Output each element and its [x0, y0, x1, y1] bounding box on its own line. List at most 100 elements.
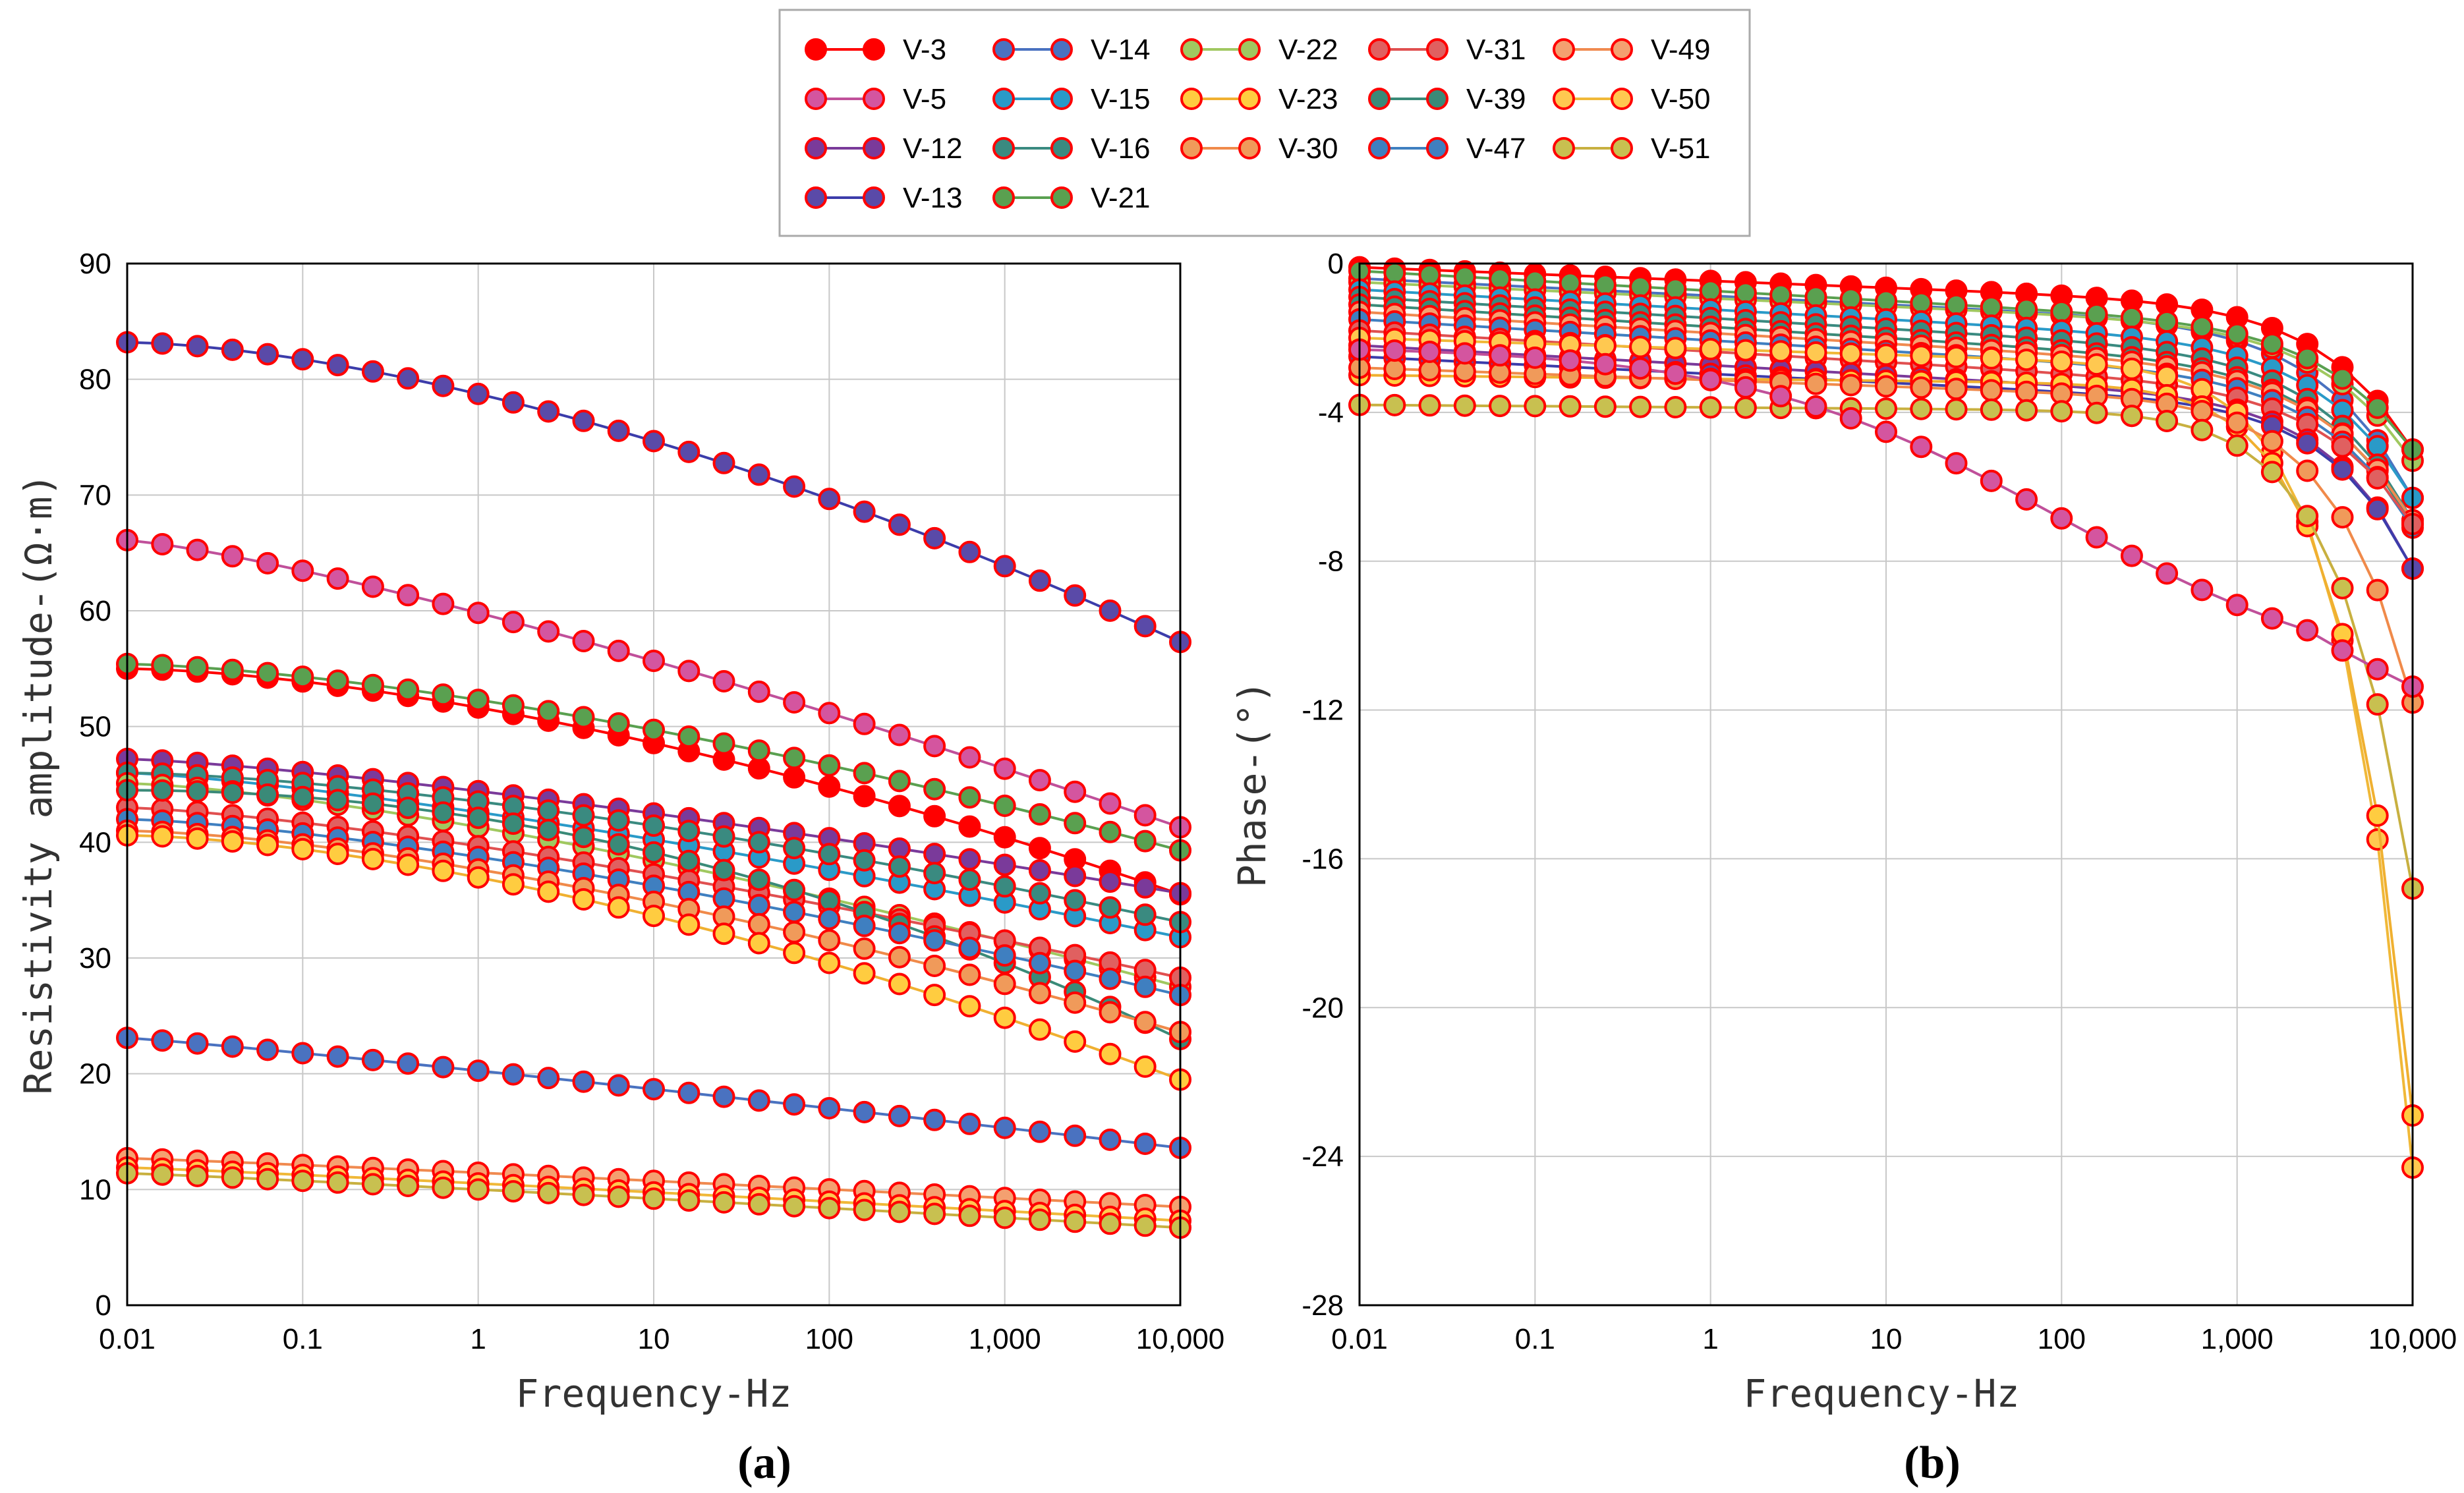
- data-point: [2015, 399, 2038, 422]
- data-point: [2331, 577, 2354, 600]
- data-point: [1524, 346, 1547, 369]
- legend-entry-v-12: V-12: [805, 132, 963, 165]
- data-point: [818, 907, 841, 930]
- data-point: [256, 833, 279, 857]
- data-point: [1489, 344, 1512, 367]
- data-point: [1839, 342, 1862, 365]
- data-point: [291, 1169, 314, 1193]
- data-point: [572, 409, 595, 432]
- data-point: [747, 893, 770, 916]
- data-point: [1489, 395, 1512, 418]
- data-point: [2331, 458, 2354, 481]
- data-point: [1064, 1210, 1087, 1233]
- data-point: [467, 382, 490, 405]
- data-point: [783, 920, 806, 944]
- data-point: [993, 944, 1016, 967]
- data-point: [1028, 982, 1051, 1005]
- data-point: [1559, 349, 1582, 372]
- data-point: [1875, 397, 1897, 420]
- series-v-14: [116, 1027, 1191, 1160]
- data-point: [1028, 569, 1051, 592]
- data-point: [1418, 264, 1441, 287]
- data-point: [1453, 342, 1476, 365]
- series-v-23: [116, 824, 1191, 1091]
- data-point: [1524, 395, 1547, 418]
- data-point: [501, 611, 525, 634]
- legend-label: V-16: [1091, 132, 1151, 165]
- data-point: [923, 955, 946, 977]
- data-point: [607, 639, 630, 662]
- data-point: [1839, 407, 1862, 430]
- x-tick-label: 0.01: [1331, 1323, 1388, 1355]
- legend-label: V-13: [903, 182, 963, 214]
- data-point: [572, 706, 595, 729]
- data-point: [958, 786, 981, 809]
- data-point: [853, 762, 876, 785]
- legend-marker: [805, 38, 827, 61]
- data-point: [923, 1108, 946, 1131]
- data-point: [1910, 436, 1933, 459]
- data-point: [1064, 991, 1087, 1014]
- legend-entry-v-31: V-31: [1368, 34, 1526, 66]
- data-point: [923, 777, 946, 801]
- data-point: [1418, 358, 1441, 381]
- y-tick-label: -16: [1302, 843, 1344, 875]
- data-point: [291, 559, 314, 582]
- data-point: [2260, 430, 2283, 453]
- x-tick-label: 10: [638, 1323, 670, 1355]
- data-point: [643, 814, 665, 837]
- data-point: [783, 475, 806, 498]
- data-point: [1839, 374, 1862, 397]
- data-point: [1664, 362, 1687, 385]
- data-point: [958, 1204, 981, 1227]
- panel-a-y-ticks: 0 10 20 30 40 50 60 70 80 90: [79, 248, 111, 1322]
- series-v-13: [116, 331, 1191, 654]
- data-point: [783, 837, 806, 860]
- legend-entry-v-22: V-22: [1180, 34, 1338, 66]
- data-point: [1383, 393, 1406, 416]
- x-tick-label: 0.1: [1515, 1323, 1555, 1355]
- data-point: [256, 1168, 279, 1191]
- data-point: [432, 859, 455, 882]
- data-point: [853, 962, 876, 985]
- legend-entry-v-16: V-16: [992, 132, 1151, 165]
- data-point: [1133, 876, 1157, 899]
- data-point: [1980, 295, 2003, 318]
- data-point: [1593, 395, 1617, 418]
- data-point: [221, 830, 244, 853]
- data-point: [1945, 345, 1968, 368]
- data-point: [432, 801, 455, 824]
- x-tick-label: 100: [805, 1323, 853, 1355]
- data-point: [783, 942, 806, 965]
- data-point: [1064, 1030, 1087, 1053]
- data-point: [1099, 1128, 1122, 1151]
- data-point: [1910, 376, 1933, 399]
- data-point: [923, 929, 946, 952]
- legend-marker: [1553, 88, 1575, 110]
- series-v-51: [1348, 393, 2424, 900]
- data-point: [2296, 619, 2319, 642]
- panel-a-x-ticks: 0.01 0.1 1 10 100 1,000 10,000: [99, 1323, 1224, 1355]
- legend-marker: [863, 38, 885, 61]
- data-point: [1593, 334, 1617, 357]
- data-point: [186, 538, 209, 561]
- data-point: [2296, 505, 2319, 528]
- legend-marker: [1611, 137, 1633, 159]
- legend-marker: [1050, 186, 1073, 209]
- data-point: [291, 1042, 314, 1065]
- data-point: [993, 1116, 1016, 1139]
- data-point: [361, 792, 384, 815]
- data-point: [361, 673, 384, 696]
- data-point: [572, 1070, 595, 1093]
- x-tick-label: 0.1: [283, 1323, 323, 1355]
- data-point: [607, 896, 630, 919]
- data-point: [2296, 347, 2319, 370]
- data-point: [1064, 864, 1087, 887]
- data-point: [1699, 337, 1722, 360]
- data-point: [151, 1163, 174, 1186]
- data-point: [397, 853, 420, 876]
- data-point: [607, 1185, 630, 1208]
- data-point: [1945, 293, 1968, 316]
- data-point: [1734, 339, 1757, 362]
- y-tick-label: -4: [1318, 397, 1344, 429]
